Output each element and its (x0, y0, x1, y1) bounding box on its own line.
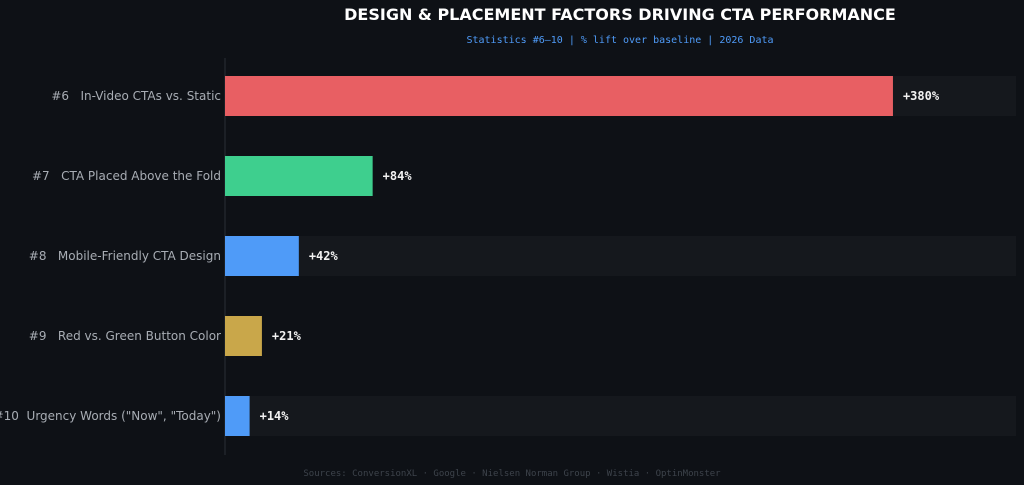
value-label: +21% (272, 329, 302, 343)
category-label: #7 CTA Placed Above the Fold (32, 169, 221, 183)
chart-title: DESIGN & PLACEMENT FACTORS DRIVING CTA P… (344, 5, 896, 24)
bars-group: #6 In-Video CTAs vs. Static +380% #7 CTA P… (0, 76, 940, 436)
bar (225, 396, 250, 436)
row-band (225, 396, 1016, 436)
value-label: +380% (903, 89, 940, 103)
category-label: #8 Mobile-Friendly CTA Design (29, 249, 221, 263)
value-label: +42% (309, 249, 339, 263)
chart-subtitle: Statistics #6–10 | % lift over baseline … (466, 35, 773, 46)
sources-footer: Sources: ConversionXL · Google · Nielsen… (303, 469, 721, 479)
bar (225, 76, 893, 116)
bar (225, 316, 262, 356)
bar (225, 156, 373, 196)
row-band (225, 236, 1016, 276)
value-label: +14% (260, 409, 290, 423)
bar (225, 236, 299, 276)
category-label: #10 Urgency Words ("Now", "Today") (0, 409, 221, 423)
category-label: #6 In-Video CTAs vs. Static (51, 89, 221, 103)
row-bands (225, 76, 1016, 436)
value-label: +84% (383, 169, 413, 183)
category-label: #9 Red vs. Green Button Color (29, 329, 221, 343)
